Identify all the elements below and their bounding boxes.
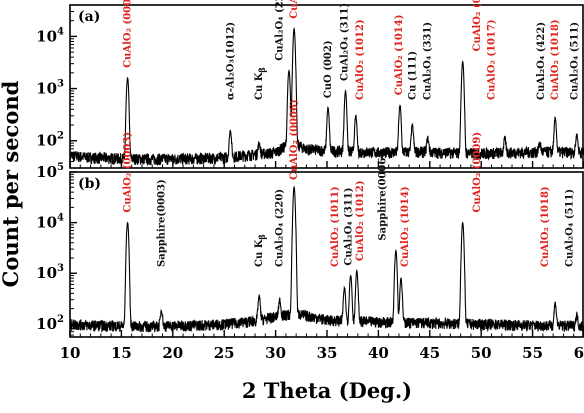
peak-label: Cu Kβ (254, 67, 267, 100)
x-tick-label: 40 (368, 344, 389, 362)
peak-label: CuAl₂O₄ (511) (570, 22, 581, 100)
peak-label: CuO (002) (323, 40, 334, 98)
peak-label: Cu (111) (407, 51, 418, 100)
peak-label: CuAlO₂ (1017) (487, 19, 498, 100)
peak-label: Cu Kβ (254, 234, 267, 267)
plot-frame (69, 171, 584, 338)
x-tick-label: 50 (471, 344, 492, 362)
y-tick-label: 102 (36, 131, 64, 150)
x-tick-label: 20 (162, 344, 183, 362)
diffraction-trace (69, 27, 584, 167)
peak-label: Sapphire(0006) (378, 153, 389, 241)
peak-label: CuAlO₂ (1012) (355, 180, 366, 261)
x-tick-label: 45 (419, 344, 440, 362)
peak-label: α-Al₂O₃(1012) (225, 22, 236, 100)
y-tick-label: 104 (36, 213, 64, 232)
peak-label: CuAlO₂ (1018) (540, 186, 551, 267)
peak-label: CuAlO₂ (0006) (289, 99, 300, 180)
peak-label: CuAl₂O₄ (311) (340, 3, 351, 81)
x-tick-label: 60 (574, 344, 584, 362)
peak-label: CuAlO₂ (0006) (289, 0, 300, 19)
peak-label: CuAlO₂ (1011) (330, 186, 341, 267)
peak-label: CuAl₂O₄ (422) (536, 22, 547, 100)
x-axis-title: 2 Theta (Deg.) (242, 378, 412, 403)
x-axis: 10 15 20 25 30 35 40 45 50 55 60 (60, 344, 584, 362)
x-tick-label: 25 (214, 344, 235, 362)
y-tick-label: 103 (36, 263, 64, 282)
peak-label: CuAl₂O₄ (331) (423, 22, 434, 100)
y-tick-label: 104 (36, 26, 64, 45)
peak-label: CuAl₂O₄ (220) (275, 189, 286, 267)
peak-label: CuAlO₂ (0009) (472, 0, 483, 52)
peak-label: CuAlO₂ (1012) (355, 19, 366, 100)
panel-b: (b) 102 103 104 105 CuAlO₂ (0003) Sapphire(000… (36, 99, 584, 338)
panel-a: (a) 102 103 104 CuAlO₂ (0003) α-Al₂O₃(1012) Cu… (36, 0, 584, 169)
peak-label: CuAlO₂ (0003) (123, 132, 134, 213)
peak-label: CuAl₂O₄ (311) (344, 188, 355, 266)
x-tick-label: 55 (522, 344, 543, 362)
peak-label: CuAlO₂ (1014) (394, 15, 405, 96)
diffraction-trace (69, 185, 584, 333)
y-tick-label: 105 (36, 162, 64, 181)
peak-label: CuAlO₂ (1014) (400, 186, 411, 267)
peak-label: CuAl₂O₄ (220) (275, 0, 286, 61)
x-tick-label: 35 (317, 344, 338, 362)
peak-label: CuAlO₂ (1018) (550, 19, 561, 100)
x-tick-label: 15 (111, 344, 132, 362)
peak-label: CuAl₂O₄ (511) (565, 189, 576, 267)
panel-tag: (b) (78, 176, 101, 192)
panel-tag: (a) (78, 9, 100, 25)
x-tick-label: 30 (265, 344, 286, 362)
x-tick-label: 10 (60, 344, 81, 362)
peak-label: CuAlO₂ (0009) (472, 132, 483, 213)
peak-label: Sapphire(0003) (157, 179, 168, 267)
peak-label: CuAlO₂ (0003) (123, 0, 134, 68)
y-tick-label: 103 (36, 79, 64, 98)
y-axis-title: Count per second (0, 80, 23, 287)
y-tick-label: 102 (36, 314, 64, 333)
